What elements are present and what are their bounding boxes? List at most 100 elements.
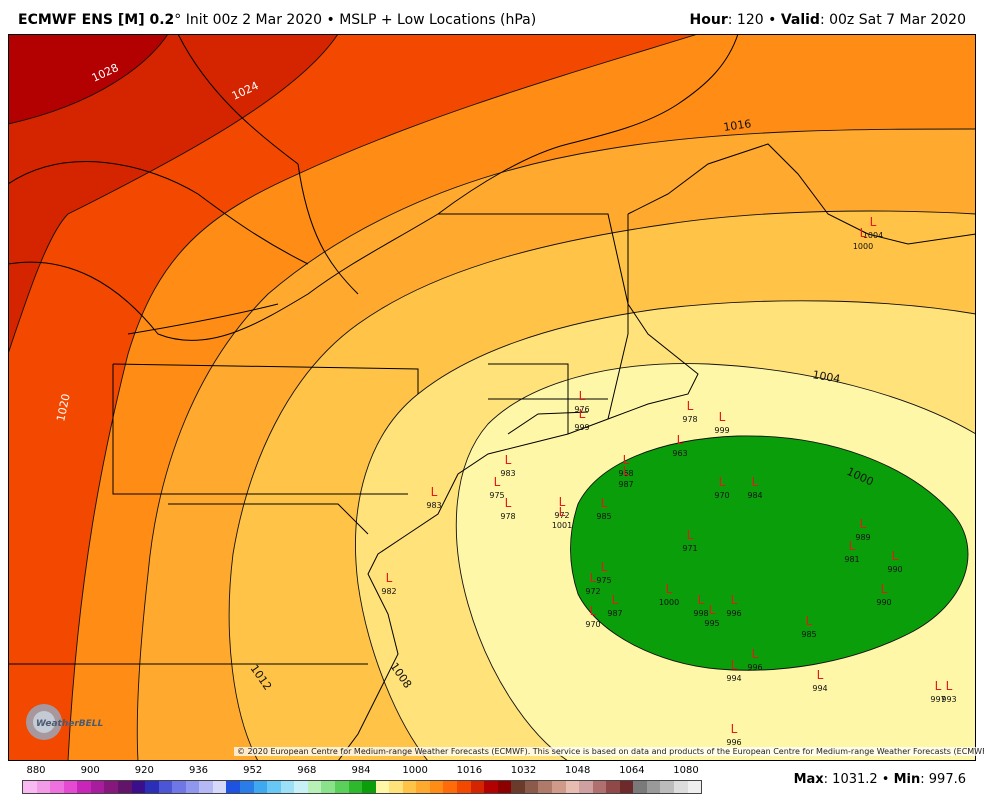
legend-swatch <box>660 781 674 793</box>
low-pressure-value: 975 <box>489 491 504 500</box>
low-marker: L 970 <box>714 475 729 500</box>
low-marker: L 996 <box>747 647 762 672</box>
band-1020-1024 <box>8 34 698 761</box>
low-pressure-value: 999 <box>714 426 729 435</box>
low-pressure-value: 995 <box>704 619 719 628</box>
legend-swatch <box>470 781 485 793</box>
low-symbol: L <box>935 679 942 693</box>
low-pressure-value: 984 <box>747 491 762 500</box>
low-symbol: L <box>623 464 630 478</box>
low-symbol: L <box>677 433 684 447</box>
legend-color-bar <box>22 780 702 794</box>
low-marker: L 998 <box>693 593 708 618</box>
legend-swatch <box>131 781 146 793</box>
legend-swatch <box>280 781 295 793</box>
weatherbell-logo: WeatherBELL <box>22 700 112 744</box>
low-symbol: L <box>849 539 856 553</box>
legend-swatch <box>633 781 647 793</box>
low-marker: L 972 <box>585 571 600 596</box>
valid-label: Valid <box>780 12 820 28</box>
legend-swatch <box>674 781 688 793</box>
legend-tick-label: 1016 <box>456 765 483 776</box>
legend-swatch <box>484 781 498 793</box>
low-symbol: L <box>892 549 899 563</box>
low-pressure-value: 996 <box>726 609 741 618</box>
coastlines-and-borders <box>8 34 976 761</box>
low-pressure-value: 978 <box>500 512 515 521</box>
low-pressure-value: 982 <box>381 587 396 596</box>
legend-swatch <box>416 781 430 793</box>
low-symbol: L <box>612 593 619 607</box>
low-marker: L 987 <box>607 593 622 618</box>
isobar-label-1016: 1016 <box>723 117 753 134</box>
legend-swatch <box>117 781 132 793</box>
legend-tick-label: 920 <box>134 765 154 776</box>
low-pressure-value: 975 <box>596 576 611 585</box>
legend-swatch <box>185 781 200 793</box>
hour-value: : 120 • <box>727 12 781 28</box>
legend-swatch <box>23 781 37 793</box>
legend-swatch <box>402 781 417 793</box>
low-symbol: L <box>386 571 393 585</box>
low-symbol: L <box>881 582 888 596</box>
low-pressure-value: 996 <box>747 663 762 672</box>
legend-tick-label: 1000 <box>402 765 428 776</box>
low-marker: L 975 <box>596 560 611 585</box>
low-symbol: L <box>860 517 867 531</box>
legend-swatch <box>348 781 363 793</box>
low-symbol: L <box>601 560 608 574</box>
legend-swatch <box>294 781 308 793</box>
logo-text: WeatherBELL <box>36 719 104 729</box>
isobar-label-1020: 1020 <box>54 393 73 423</box>
low-marker: L 978 <box>682 399 697 424</box>
legend-swatch <box>77 781 91 793</box>
legend-tick-label: 936 <box>188 765 209 776</box>
map-title: ECMWF ENS [M] 0.2° Init 00z 2 Mar 2020 •… <box>18 12 536 28</box>
low-marker: L 985 <box>596 496 611 521</box>
low-symbol: L <box>601 496 608 510</box>
low-marker: L 999 <box>714 410 729 435</box>
band-1024-1028 <box>8 34 338 354</box>
copyright-credit: © 2020 European Centre for Medium-range … <box>234 747 984 756</box>
legend-swatch <box>172 781 186 793</box>
low-pressure-value: 968 <box>618 469 633 478</box>
low-marker: L 975 <box>489 475 504 500</box>
legend-swatch <box>389 781 403 793</box>
legend-tick-label: 984 <box>351 765 371 776</box>
low-pressure-value: 963 <box>672 449 687 458</box>
legend-swatch <box>307 781 322 793</box>
legend-swatch <box>63 781 78 793</box>
low-marker: L 983 <box>500 453 515 478</box>
legend-swatch <box>267 781 281 793</box>
low-pressure-value: 985 <box>801 630 816 639</box>
low-marker: L 987 <box>618 464 633 489</box>
low-pressure-value: 997 <box>930 695 945 704</box>
low-symbol: L <box>590 571 597 585</box>
max-value: : 1031.2 • <box>823 772 894 787</box>
low-symbol: L <box>505 496 512 510</box>
band-below-1000 <box>570 435 968 671</box>
low-marker: L 984 <box>747 475 762 500</box>
low-pressure-value: 978 <box>682 415 697 424</box>
legend-swatch <box>334 781 349 793</box>
legend-tick-label: 1064 <box>619 765 645 776</box>
legend-swatch <box>606 781 620 793</box>
low-pressure-value: 1004 <box>863 231 883 240</box>
min-value: : 997.6 <box>920 772 966 787</box>
legend-swatch <box>253 781 268 793</box>
low-marker: L 997 <box>930 679 945 704</box>
isobar-label-1004: 1004 <box>811 368 841 386</box>
hour-label: Hour <box>689 12 728 28</box>
legend-swatch <box>457 781 471 793</box>
legend-swatch <box>50 781 64 793</box>
low-pressure-value: 987 <box>618 480 633 489</box>
legend-swatch <box>646 781 661 793</box>
legend-swatch <box>429 781 444 793</box>
mslp-map: 1028 1024 1020 1016 1012 1008 1004 1000 … <box>8 34 976 761</box>
low-symbol: L <box>505 453 512 467</box>
low-symbol: L <box>752 475 759 489</box>
low-marker: L 963 <box>672 433 687 458</box>
low-marker: L 1000 <box>659 582 679 607</box>
legend-swatch <box>375 781 390 793</box>
